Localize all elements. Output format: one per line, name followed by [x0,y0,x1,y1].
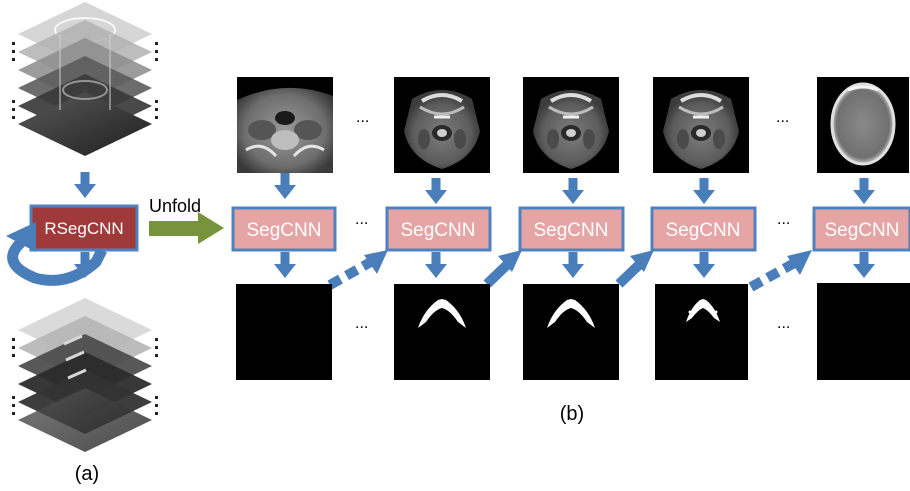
recurrent-arrow-solid-2 [615,250,654,288]
segcnn-label-2: SegCNN [401,220,476,241]
ct-slice-skull [817,77,909,173]
segcnn-label-5: SegCNN [825,220,900,241]
ct-slice-jaw-1 [392,75,492,175]
segcnn-box-2: SegCNN [385,206,492,252]
segcnn-box-1: SegCNN [231,206,337,252]
output-mask-stack [18,298,152,452]
ct-slice-neck [237,77,333,173]
segcnn-box-3: SegCNN [518,206,625,252]
segcnn-label-3: SegCNN [534,220,609,241]
rsegcnn-box: RSegCNN [29,204,139,252]
stack-dots-left [12,42,158,119]
arrow-down-to-rsegcnn [74,172,96,198]
rsegcnn-label: RSegCNN [44,219,123,238]
seg-mask-4 [655,284,748,380]
recurrent-arrow-solid-1 [483,250,522,288]
ellipsis-mid-2: ... [777,211,790,228]
segcnn-label-4: SegCNN [666,220,741,241]
ellipsis-top-2: ... [776,109,789,126]
arrow-slice4-to-segcnn [693,178,715,204]
arrow-segcnn4-to-mask [693,252,715,278]
caption-b: (b) [560,403,584,425]
seg-mask-2 [394,284,490,380]
ellipsis-bottom-1: ... [355,315,368,332]
arrow-slice3-to-segcnn [562,178,584,204]
caption-a: (a) [75,463,99,485]
segcnn-box-5: SegCNN [812,206,910,252]
seg-mask-5 [817,283,910,380]
ct-slice-jaw-2 [521,75,621,175]
ellipsis-mid-1: ... [355,211,368,228]
stack-dots-bottom [12,338,158,415]
input-volume-stack [18,2,152,156]
arrow-segcnn1-to-mask [274,252,296,278]
recurrent-arrow-dashed-2 [748,250,812,292]
ellipsis-bottom-2: ... [777,315,790,332]
arrow-segcnn5-to-mask [853,252,875,278]
arrow-segcnn3-to-mask [562,252,584,278]
arrow-slice1-to-segcnn [274,173,296,199]
arrow-slice2-to-segcnn [425,178,447,204]
seg-mask-1 [236,284,332,380]
ct-slice-jaw-3 [651,75,751,175]
seg-mask-3 [523,284,619,380]
unfold-arrow [149,212,224,244]
recurrent-arrow-dashed-1 [327,250,388,290]
arrow-slice5-to-segcnn [853,178,875,204]
unfold-label: Unfold [149,196,201,216]
arrow-segcnn2-to-mask [425,252,447,278]
segcnn-box-4: SegCNN [650,206,757,252]
ellipsis-top-1: ... [356,109,369,126]
segcnn-label-1: SegCNN [247,220,322,241]
